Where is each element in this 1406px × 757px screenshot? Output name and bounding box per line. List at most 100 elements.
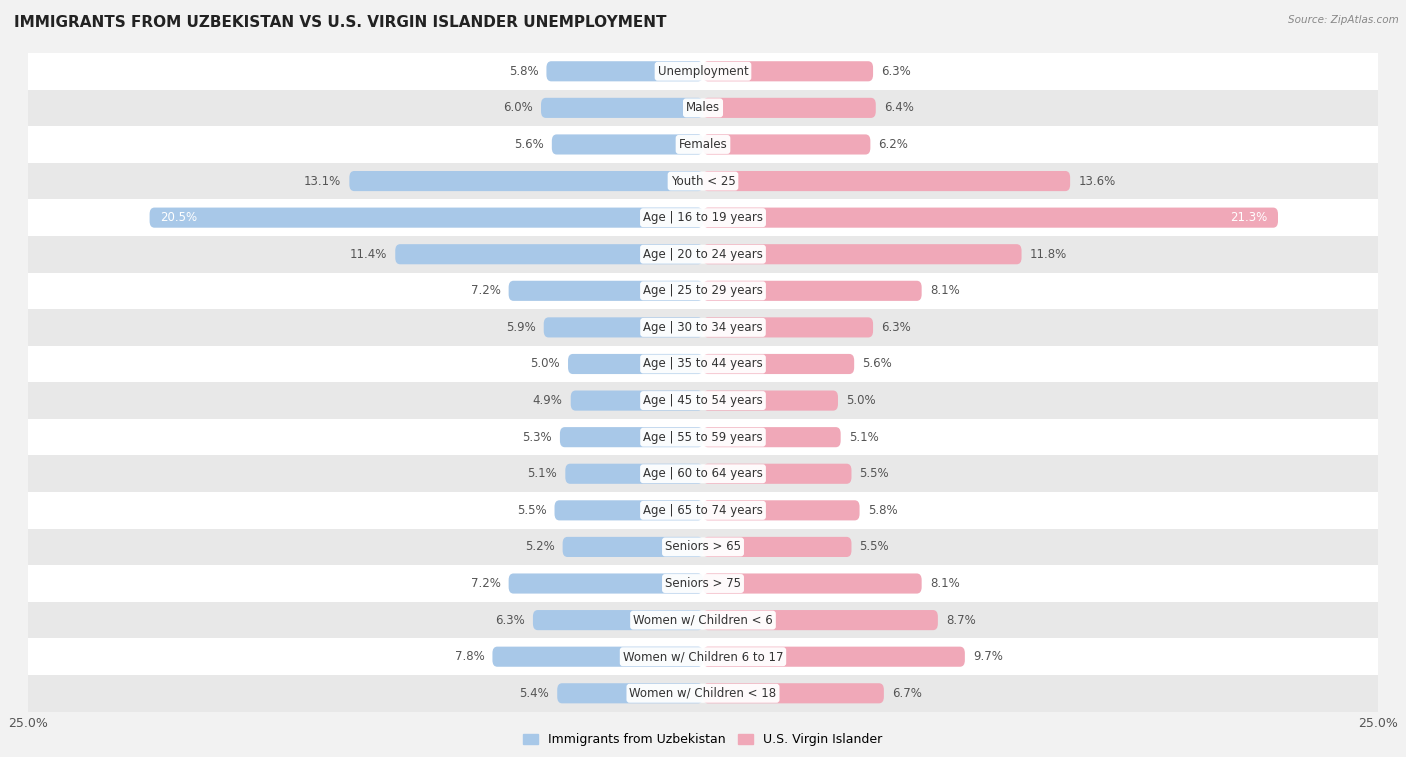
Bar	[28, 273, 1378, 309]
Text: 5.4%: 5.4%	[519, 687, 550, 699]
FancyBboxPatch shape	[541, 98, 703, 118]
Text: Females: Females	[679, 138, 727, 151]
FancyBboxPatch shape	[533, 610, 703, 630]
Text: 5.2%: 5.2%	[524, 540, 554, 553]
FancyBboxPatch shape	[703, 281, 922, 301]
Bar	[28, 346, 1378, 382]
Bar	[28, 382, 1378, 419]
Text: 21.3%: 21.3%	[1230, 211, 1267, 224]
Text: 6.2%: 6.2%	[879, 138, 908, 151]
Bar	[28, 675, 1378, 712]
Bar	[28, 199, 1378, 236]
Text: Youth < 25: Youth < 25	[671, 175, 735, 188]
Text: Males: Males	[686, 101, 720, 114]
Text: 6.0%: 6.0%	[503, 101, 533, 114]
Text: 7.8%: 7.8%	[454, 650, 484, 663]
Bar	[28, 89, 1378, 126]
Text: Unemployment: Unemployment	[658, 65, 748, 78]
FancyBboxPatch shape	[703, 61, 873, 81]
Text: 6.7%: 6.7%	[891, 687, 922, 699]
Text: Age | 55 to 59 years: Age | 55 to 59 years	[643, 431, 763, 444]
Text: Age | 60 to 64 years: Age | 60 to 64 years	[643, 467, 763, 480]
Text: 11.4%: 11.4%	[350, 248, 387, 260]
FancyBboxPatch shape	[703, 391, 838, 410]
Text: Source: ZipAtlas.com: Source: ZipAtlas.com	[1288, 15, 1399, 25]
FancyBboxPatch shape	[703, 574, 922, 593]
Bar	[28, 528, 1378, 565]
FancyBboxPatch shape	[703, 98, 876, 118]
Text: 5.5%: 5.5%	[517, 504, 547, 517]
Text: 5.5%: 5.5%	[859, 540, 889, 553]
FancyBboxPatch shape	[547, 61, 703, 81]
FancyBboxPatch shape	[349, 171, 703, 191]
Text: Age | 20 to 24 years: Age | 20 to 24 years	[643, 248, 763, 260]
Bar	[28, 565, 1378, 602]
Text: 5.5%: 5.5%	[859, 467, 889, 480]
Text: 8.1%: 8.1%	[929, 285, 959, 298]
Text: 13.1%: 13.1%	[304, 175, 342, 188]
FancyBboxPatch shape	[509, 281, 703, 301]
Text: 5.0%: 5.0%	[530, 357, 560, 370]
FancyBboxPatch shape	[492, 646, 703, 667]
FancyBboxPatch shape	[703, 646, 965, 667]
Text: Seniors > 65: Seniors > 65	[665, 540, 741, 553]
Text: 5.6%: 5.6%	[862, 357, 891, 370]
FancyBboxPatch shape	[565, 464, 703, 484]
Text: 5.1%: 5.1%	[849, 431, 879, 444]
Text: Age | 25 to 29 years: Age | 25 to 29 years	[643, 285, 763, 298]
Text: 8.7%: 8.7%	[946, 614, 976, 627]
Text: 6.4%: 6.4%	[884, 101, 914, 114]
Text: 11.8%: 11.8%	[1029, 248, 1067, 260]
Text: 4.9%: 4.9%	[533, 394, 562, 407]
Text: 6.3%: 6.3%	[882, 65, 911, 78]
Bar	[28, 53, 1378, 89]
FancyBboxPatch shape	[703, 171, 1070, 191]
Text: Women w/ Children < 18: Women w/ Children < 18	[630, 687, 776, 699]
FancyBboxPatch shape	[544, 317, 703, 338]
FancyBboxPatch shape	[551, 135, 703, 154]
FancyBboxPatch shape	[395, 245, 703, 264]
Text: 7.2%: 7.2%	[471, 577, 501, 590]
Text: 9.7%: 9.7%	[973, 650, 1002, 663]
Bar	[28, 163, 1378, 199]
Bar	[28, 602, 1378, 638]
FancyBboxPatch shape	[703, 427, 841, 447]
FancyBboxPatch shape	[703, 684, 884, 703]
Text: Age | 45 to 54 years: Age | 45 to 54 years	[643, 394, 763, 407]
Text: 20.5%: 20.5%	[160, 211, 197, 224]
Bar	[28, 638, 1378, 675]
Text: 5.8%: 5.8%	[868, 504, 897, 517]
Bar	[28, 126, 1378, 163]
Bar	[28, 456, 1378, 492]
FancyBboxPatch shape	[703, 317, 873, 338]
FancyBboxPatch shape	[703, 610, 938, 630]
Text: Age | 65 to 74 years: Age | 65 to 74 years	[643, 504, 763, 517]
Text: IMMIGRANTS FROM UZBEKISTAN VS U.S. VIRGIN ISLANDER UNEMPLOYMENT: IMMIGRANTS FROM UZBEKISTAN VS U.S. VIRGI…	[14, 15, 666, 30]
FancyBboxPatch shape	[703, 354, 855, 374]
Text: 13.6%: 13.6%	[1078, 175, 1115, 188]
Text: 5.0%: 5.0%	[846, 394, 876, 407]
Bar	[28, 492, 1378, 528]
FancyBboxPatch shape	[703, 500, 859, 520]
Text: 8.1%: 8.1%	[929, 577, 959, 590]
Bar	[28, 419, 1378, 456]
FancyBboxPatch shape	[703, 464, 852, 484]
Text: 5.6%: 5.6%	[515, 138, 544, 151]
FancyBboxPatch shape	[560, 427, 703, 447]
Text: 6.3%: 6.3%	[495, 614, 524, 627]
FancyBboxPatch shape	[149, 207, 703, 228]
FancyBboxPatch shape	[703, 537, 852, 557]
FancyBboxPatch shape	[554, 500, 703, 520]
Text: Seniors > 75: Seniors > 75	[665, 577, 741, 590]
Text: 5.8%: 5.8%	[509, 65, 538, 78]
FancyBboxPatch shape	[568, 354, 703, 374]
Legend: Immigrants from Uzbekistan, U.S. Virgin Islander: Immigrants from Uzbekistan, U.S. Virgin …	[519, 728, 887, 752]
Text: Women w/ Children 6 to 17: Women w/ Children 6 to 17	[623, 650, 783, 663]
Text: Age | 16 to 19 years: Age | 16 to 19 years	[643, 211, 763, 224]
FancyBboxPatch shape	[509, 574, 703, 593]
Bar	[28, 309, 1378, 346]
Text: 5.1%: 5.1%	[527, 467, 557, 480]
Text: 6.3%: 6.3%	[882, 321, 911, 334]
Text: Women w/ Children < 6: Women w/ Children < 6	[633, 614, 773, 627]
FancyBboxPatch shape	[562, 537, 703, 557]
